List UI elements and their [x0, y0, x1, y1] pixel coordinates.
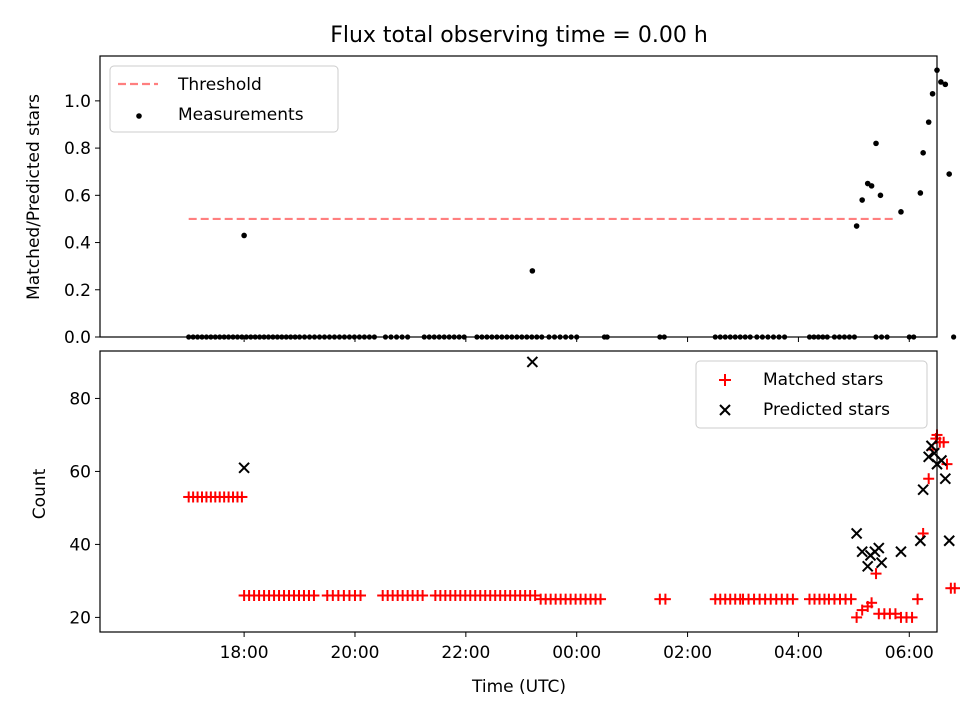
- count-x-tick-label: 00:00: [552, 643, 601, 663]
- matched-stars-point: [659, 593, 671, 605]
- legend-matched-swatch: [719, 374, 731, 386]
- matched-stars-point: [870, 568, 882, 580]
- matched-stars-point: [355, 590, 367, 602]
- measurement-point: [917, 190, 924, 196]
- measurement-point: [938, 79, 944, 85]
- legend-measurements-swatch: [136, 113, 142, 119]
- chart-title: Flux total observing time = 0.00 h: [330, 23, 708, 48]
- matched-stars-point: [595, 593, 607, 605]
- predicted-stars-point: [917, 483, 929, 496]
- ratio-y-tick-label: 0.2: [64, 281, 91, 301]
- ratio-legend-box: [109, 65, 339, 133]
- matched-stars-point: [889, 608, 901, 620]
- count-y-axis-label: Count: [30, 468, 50, 519]
- count-y-tick-label: 80: [69, 389, 91, 409]
- count-legend: Matched stars Predicted stars: [695, 360, 928, 429]
- measurement-point: [877, 192, 884, 199]
- legend-predicted-label: Predicted stars: [763, 400, 890, 420]
- predicted-stars-point: [935, 454, 948, 467]
- matched-stars-point: [912, 593, 924, 605]
- count-x-tick-label: 06:00: [885, 643, 934, 663]
- measurement-point: [868, 183, 875, 189]
- measurement-point: [920, 150, 926, 156]
- ratio-y-tick-label: 0.4: [64, 234, 91, 254]
- measurement-point: [873, 140, 879, 147]
- matched-stars-point: [856, 604, 868, 616]
- matched-stars-point: [787, 593, 799, 605]
- count-y-axis: 20 40 60 80: [69, 389, 100, 628]
- count-x-tick-label: 04:00: [774, 643, 823, 663]
- matched-stars-point: [941, 458, 953, 470]
- ratio-y-tick-label: 1.0: [64, 92, 91, 112]
- measurement-point: [853, 223, 860, 229]
- count-x-tick-label: 02:00: [663, 643, 712, 663]
- ratio-panel: Flux total observing time = 0.00 h 0.00.…: [24, 23, 957, 348]
- matched-stars-point: [236, 491, 248, 503]
- measurement-point: [529, 268, 536, 274]
- legend-threshold-label: Threshold: [177, 75, 262, 95]
- predicted-stars-point: [943, 535, 955, 547]
- count-axes-frame: [99, 350, 938, 633]
- predicted-stars-point: [875, 556, 888, 569]
- measurement-point: [942, 81, 949, 88]
- count-y-tick-label: 20: [69, 608, 91, 628]
- count-y-tick-label: 60: [69, 462, 91, 482]
- predicted-stars-point: [526, 356, 539, 368]
- measurement-point: [951, 334, 957, 340]
- ratio-y-tick-label: 0.8: [64, 139, 91, 159]
- ratio-y-axis: 0.0 0.2 0.4 0.6 0.8 1.0: [64, 92, 100, 348]
- measurement-point: [929, 90, 936, 97]
- predicted-stars-point: [238, 462, 250, 474]
- ratio-y-tick-label: 0.0: [64, 328, 91, 348]
- count-x-axis: 18:00 20:00 22:00 00:00 02:00 04:00 06:00: [220, 632, 934, 663]
- matched-stars-point: [851, 611, 863, 623]
- ratio-legend: Threshold Measurements: [109, 65, 339, 133]
- measurement-point: [898, 209, 904, 215]
- predicted-stars-point: [850, 527, 863, 540]
- predicted-stars-point: [939, 473, 952, 485]
- matched-stars-point: [906, 611, 918, 623]
- matched-stars-point: [938, 436, 950, 448]
- matched-stars-point: [845, 593, 857, 605]
- matched-stars-point: [529, 590, 541, 602]
- matched-stars-point: [866, 597, 878, 609]
- matched-stars-point: [949, 582, 960, 594]
- measurement-point: [241, 232, 247, 239]
- ratio-y-tick-label: 0.6: [64, 186, 91, 206]
- legend-measurements-label: Measurements: [178, 105, 304, 125]
- ratio-axes-frame: [99, 55, 938, 338]
- count-y-tick-label: 40: [69, 535, 91, 555]
- predicted-stars-point: [925, 440, 938, 452]
- measurement-point: [946, 171, 952, 177]
- legend-matched-label: Matched stars: [763, 370, 883, 390]
- predicted-stars-point: [873, 542, 885, 554]
- matched-stars-point: [308, 590, 320, 602]
- count-x-tick-label: 20:00: [330, 643, 379, 663]
- measurement-point: [859, 197, 865, 203]
- count-x-axis-label: Time (UTC): [471, 677, 566, 697]
- predicted-stars-point: [856, 546, 868, 558]
- count-panel: 20 40 60 80 18:00 20:00 22:00 00:00 02:00 04:00 0…: [30, 350, 960, 697]
- count-plot-area: [183, 356, 960, 623]
- legend-predicted-swatch: [719, 404, 731, 416]
- predicted-stars-point: [914, 535, 927, 547]
- count-x-tick-label: 22:00: [441, 643, 490, 663]
- count-legend-box: [695, 360, 928, 429]
- count-x-tick-label: 18:00: [220, 643, 269, 663]
- ratio-y-axis-label: Matched/Predicted stars: [24, 94, 44, 300]
- matched-stars-point: [923, 473, 935, 485]
- predicted-stars-point: [895, 546, 907, 558]
- measurement-point: [925, 119, 932, 125]
- ratio-x-axis: [243, 337, 910, 342]
- predicted-stars-point: [862, 560, 874, 573]
- matched-stars-point: [417, 590, 429, 602]
